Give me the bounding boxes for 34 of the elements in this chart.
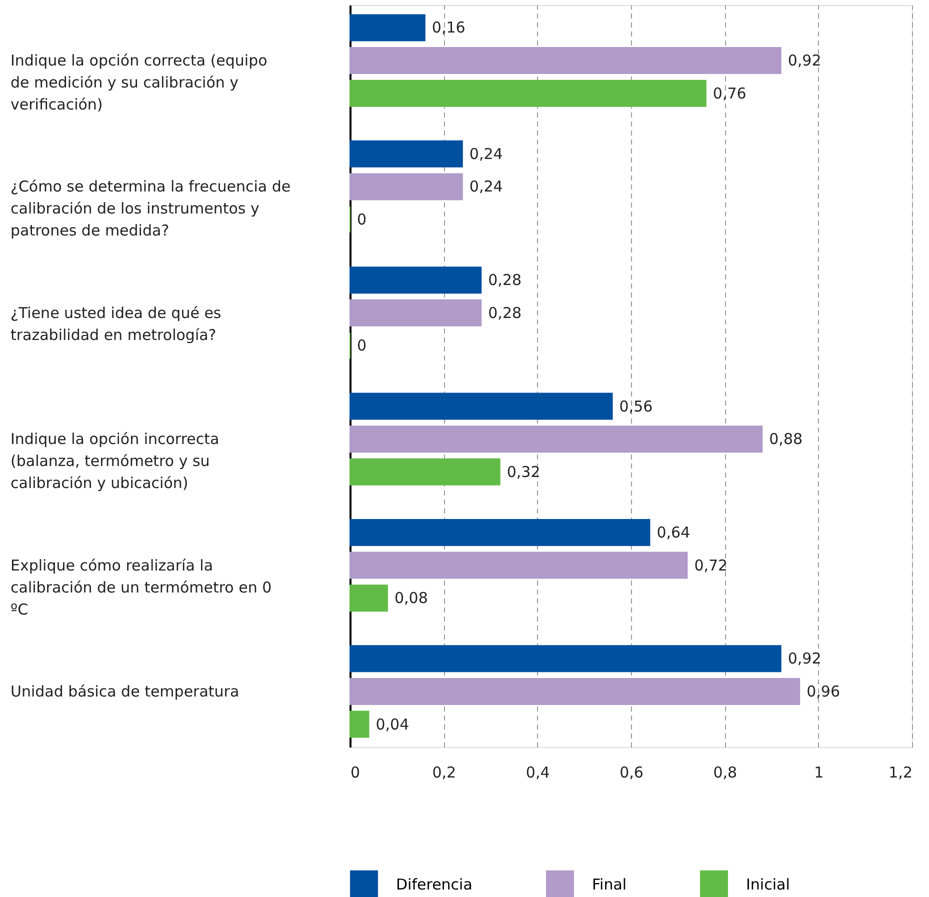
data-label: 0,92 [788, 52, 822, 70]
data-label: 0,04 [376, 715, 410, 734]
data-label: 0,16 [432, 18, 466, 37]
x-tick-label: 1 [814, 764, 824, 782]
y-tick-label: ¿Tiene usted idea de qué es trazabilidad en metrología? [10, 304, 222, 344]
data-label: 0,92 [788, 650, 822, 668]
y-tick-label: Indique la opción incorrecta (balanza, termómetro y su calibración y ubicación) [10, 430, 220, 492]
x-tick-label: 0 [350, 764, 360, 782]
y-tick-label: Indique la opción correcta (equipo de medición y su calibración y verificación) [10, 52, 268, 114]
x-tick-label: 0,6 [620, 764, 644, 782]
data-label: 0,32 [506, 462, 540, 481]
data-label: 0,72 [694, 556, 728, 574]
x-tick-label: 1,2 [888, 764, 912, 782]
data-label: 0,88 [769, 430, 803, 448]
x-tick-label: 0,4 [526, 764, 550, 782]
data-label: 0,96 [806, 682, 840, 700]
data-label: 0,24 [469, 144, 503, 163]
data-label: 0 [357, 336, 367, 355]
legend-label: Final [592, 875, 627, 894]
x-tick-label: 0,2 [432, 764, 456, 782]
y-tick-label: Explique cómo realizaría la calibración de un termómetro en 0 ºC [10, 556, 272, 618]
data-label: 0,24 [469, 178, 503, 196]
y-tick-label: Unidad básica de temperatura [10, 682, 240, 700]
data-label: 0,28 [488, 271, 522, 290]
data-label: 0,56 [619, 397, 653, 416]
data-label: 0,28 [488, 304, 522, 322]
data-label: 0,64 [656, 523, 690, 542]
data-label: 0,08 [394, 589, 428, 608]
legend-label: Inicial [746, 875, 790, 894]
legend-label: Diferencia [396, 875, 472, 894]
y-tick-label: ¿Cómo se determina la frecuencia de calibración de los instrumentos y patrones de medida? [10, 178, 291, 240]
x-tick-label: 0,8 [713, 764, 738, 782]
data-label: 0 [357, 210, 367, 229]
data-label: 0,76 [712, 84, 746, 102]
